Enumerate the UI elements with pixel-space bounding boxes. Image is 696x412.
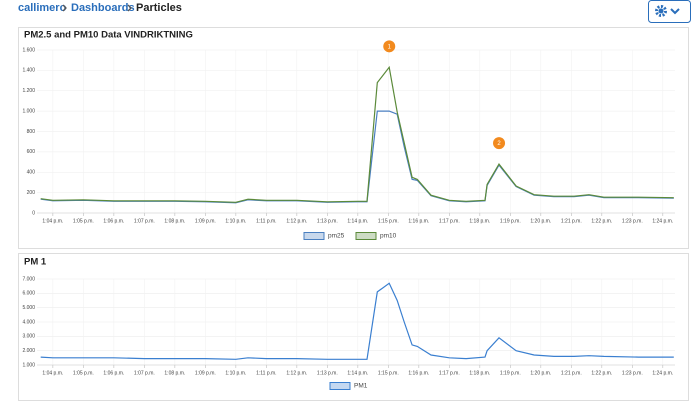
settings-button[interactable]: [648, 0, 691, 23]
x-tick-label: 1:11 p.m.: [256, 370, 276, 376]
x-tick-label: 1:06 p.m.: [103, 218, 124, 224]
chart-panel: [18, 253, 689, 401]
y-tick-label: 400: [27, 170, 36, 176]
x-tick-label: 1:15 p.m.: [378, 370, 399, 376]
y-tick-label: 1.000: [22, 362, 35, 368]
annotation-marker: [383, 40, 396, 53]
breadcrumb-link[interactable]: Dashboards: [71, 2, 135, 14]
x-tick-label: 1:20 p.m.: [530, 218, 551, 224]
x-tick-label: 1:19 p.m.: [500, 218, 521, 224]
x-tick-label: 1:23 p.m.: [622, 218, 643, 224]
x-tick-label: 1:12 p.m.: [286, 218, 307, 224]
chart-title: PM2.5 and PM10 Data VINDRIKTNING: [24, 30, 193, 41]
x-tick-label: 1:18 p.m.: [469, 218, 490, 224]
x-tick-label: 1:19 p.m.: [500, 370, 521, 376]
x-tick-label: 1:18 p.m.: [469, 370, 490, 376]
x-tick-label: 1:20 p.m.: [530, 370, 551, 376]
x-tick-label: 1:14 p.m.: [347, 218, 368, 224]
x-tick-label: 1:16 p.m.: [408, 218, 429, 224]
x-tick-label: 1:13 p.m.: [317, 218, 338, 224]
y-tick-label: 3.000: [22, 334, 35, 340]
x-tick-label: 1:09 p.m.: [195, 370, 216, 376]
y-tick-label: 1.400: [22, 68, 35, 74]
y-tick-label: 2.000: [22, 348, 35, 354]
series-line: [40, 65, 674, 203]
x-tick-label: 1:09 p.m.: [195, 218, 216, 224]
y-tick-label: 800: [27, 129, 36, 135]
breadcrumb-link[interactable]: callimero: [18, 2, 67, 14]
x-tick-label: 1:07 p.m.: [134, 218, 155, 224]
x-tick-label: 1:13 p.m.: [317, 370, 338, 376]
legend-swatch: [329, 382, 351, 390]
chart-title: PM 1: [24, 257, 47, 268]
y-tick-label: 4.000: [22, 319, 35, 325]
y-tick-label: 0: [32, 210, 35, 216]
x-tick-label: 1:11 p.m.: [256, 218, 276, 224]
x-tick-label: 1:23 p.m.: [622, 370, 643, 376]
x-tick-label: 1:15 p.m.: [378, 218, 399, 224]
y-tick-label: 1.200: [22, 88, 35, 94]
legend-swatch: [303, 232, 325, 240]
x-tick-label: 1:05 p.m.: [73, 218, 94, 224]
x-tick-label: 1:24 p.m.: [652, 370, 673, 376]
y-tick-label: 6.000: [22, 291, 35, 297]
x-tick-label: 1:17 p.m.: [439, 370, 460, 376]
legend-label: pm25: [328, 233, 345, 240]
x-tick-label: 1:24 p.m.: [652, 218, 673, 224]
x-tick-label: 1:10 p.m.: [225, 218, 246, 224]
x-tick-label: 1:22 p.m.: [591, 370, 612, 376]
x-tick-label: 1:10 p.m.: [225, 370, 246, 376]
x-tick-label: 1:12 p.m.: [286, 370, 307, 376]
y-tick-label: 600: [27, 149, 36, 155]
breadcrumb-separator: [62, 4, 67, 12]
annotation-marker: [493, 137, 506, 150]
x-tick-label: 1:04 p.m.: [42, 218, 63, 224]
series-line: [40, 282, 674, 360]
chart-panel: [18, 27, 689, 249]
x-tick-label: 1:21 p.m.: [561, 370, 582, 376]
y-tick-label: 5.000: [22, 305, 35, 311]
annotation-label: 2: [497, 141, 501, 147]
x-tick-label: 1:14 p.m.: [347, 370, 368, 376]
x-tick-label: 1:22 p.m.: [591, 218, 612, 224]
x-tick-label: 1:21 p.m.: [561, 218, 582, 224]
legend-label: pm10: [380, 233, 397, 240]
x-tick-label: 1:08 p.m.: [164, 370, 185, 376]
legend-label: PM1: [354, 383, 368, 390]
legend-swatch: [355, 232, 377, 240]
x-tick-label: 1:04 p.m.: [42, 370, 63, 376]
y-tick-label: 1.000: [22, 108, 35, 114]
y-tick-label: 7.000: [22, 276, 35, 282]
annotation-label: 1: [388, 44, 392, 50]
y-tick-label: 1.600: [22, 47, 35, 53]
x-tick-label: 1:06 p.m.: [103, 370, 124, 376]
y-tick-label: 200: [27, 190, 36, 196]
breadcrumb-current: Particles: [136, 2, 182, 14]
x-tick-label: 1:17 p.m.: [439, 218, 460, 224]
breadcrumb-separator: [127, 4, 132, 12]
x-tick-label: 1:05 p.m.: [73, 370, 94, 376]
x-tick-label: 1:16 p.m.: [408, 370, 429, 376]
x-tick-label: 1:08 p.m.: [164, 218, 185, 224]
x-tick-label: 1:07 p.m.: [134, 370, 155, 376]
